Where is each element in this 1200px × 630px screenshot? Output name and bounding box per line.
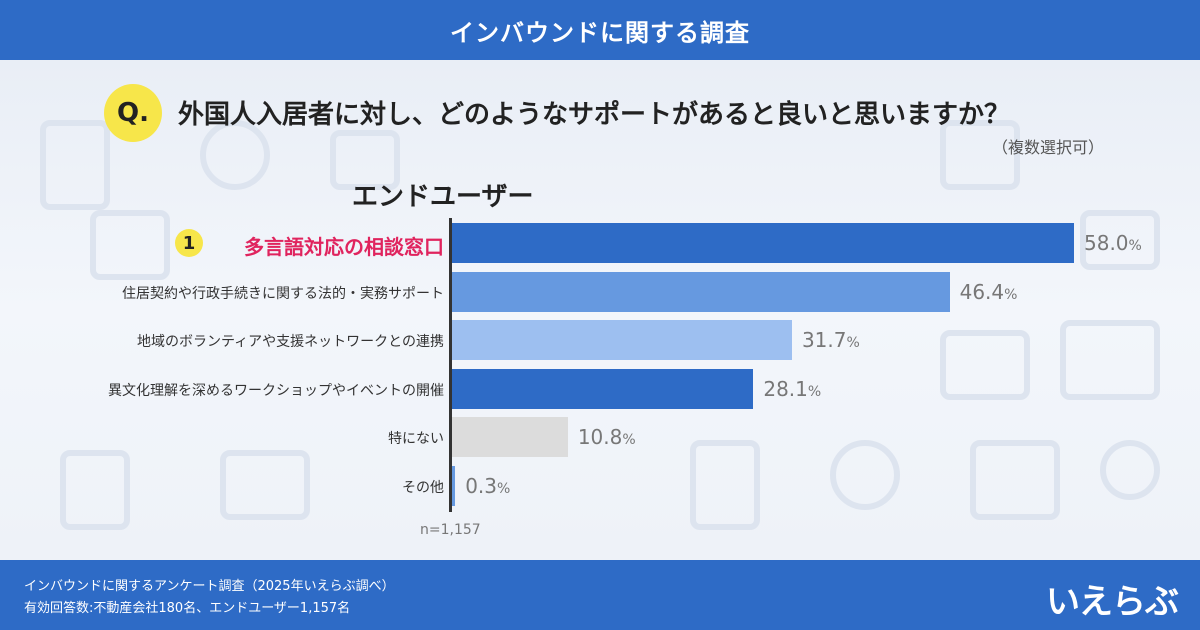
document-icon (40, 120, 110, 210)
value-label-4: 10.8% (578, 425, 636, 449)
value-number-0: 58.0 (1084, 231, 1129, 255)
clock-icon (830, 440, 900, 510)
value-unit-2: % (846, 335, 860, 351)
bar-2 (452, 320, 792, 360)
building-icon (330, 130, 400, 190)
footer-bar (0, 560, 1200, 630)
multiple-choice-note: （複数選択可） (991, 138, 1104, 157)
category-label-3: 異文化理解を深めるワークショップやイベントの開催 (108, 382, 444, 399)
value-number-3: 28.1 (763, 376, 808, 401)
footer-source: インバウンドに関するアンケート調査（2025年いえらぶ調べ） (24, 579, 395, 594)
bar-5 (452, 465, 456, 506)
respondent-group-title: エンドユーザー (352, 182, 534, 212)
checklist-icon (690, 440, 760, 530)
lightbulb-icon (1100, 440, 1160, 500)
background-pattern (0, 60, 1200, 560)
sample-size-label: n=1,157 (420, 522, 481, 538)
film-icon (940, 330, 1030, 400)
value-unit-0: % (1128, 238, 1142, 254)
question-badge: Q. (104, 84, 162, 142)
calendar-icon (940, 120, 1020, 190)
value-unit-5: % (497, 480, 511, 497)
category-label-4: 特にない (388, 431, 444, 447)
image-icon (90, 210, 170, 280)
map-icon (1060, 320, 1160, 400)
bar-1 (452, 271, 950, 312)
value-number-5: 0.3 (465, 473, 498, 498)
value-number-1: 46.4 (959, 279, 1005, 304)
bar-0 (452, 223, 1074, 263)
value-number-2: 31.7 (801, 328, 847, 352)
bar-3 (452, 368, 754, 409)
value-number-4: 10.8 (577, 425, 623, 449)
newspaper-icon (970, 440, 1060, 520)
category-label-1: 住居契約や行政手続きに関する法的・実務サポート (122, 285, 444, 302)
category-label-2: 地域のボランティアや支援ネットワークとの連携 (136, 334, 444, 350)
header-bar: インバウンドに関する調査 (0, 0, 1200, 60)
clipboard-icon (60, 450, 130, 530)
value-unit-1: % (1004, 286, 1018, 303)
header-title: インバウンドに関する調査 (450, 18, 750, 47)
bar-4 (452, 417, 568, 457)
value-label-3: 28.1% (763, 377, 821, 401)
value-label-2: 31.7% (802, 328, 860, 352)
bar-chart: 多言語対応の相談窓口 1 58.0% 住居契約や行政手続きに関する法的・実務サポート 4… (108, 218, 1142, 512)
chat-icon (1080, 210, 1160, 270)
value-label-1: 46.4% (960, 280, 1018, 304)
footer-respondents: 有効回答数:不動産会社180名、エンドユーザー1,157名 (24, 601, 351, 616)
value-label-0: 58.0% (1084, 231, 1142, 255)
value-unit-4: % (622, 432, 636, 448)
chart-axis-line (449, 218, 452, 512)
question-text: 外国人入居者に対し、どのようなサポートがあると良いと思いますか？ (178, 100, 1011, 130)
value-unit-3: % (807, 383, 822, 400)
rank-badge: 1 (175, 229, 203, 257)
brand-logo: いえらぶ (1046, 582, 1179, 622)
phone-icon (200, 120, 270, 190)
book-icon (220, 450, 310, 520)
category-label-5: その他 (402, 479, 444, 496)
value-label-5: 0.3% (465, 474, 510, 498)
category-label-0: 多言語対応の相談窓口 (244, 235, 444, 259)
